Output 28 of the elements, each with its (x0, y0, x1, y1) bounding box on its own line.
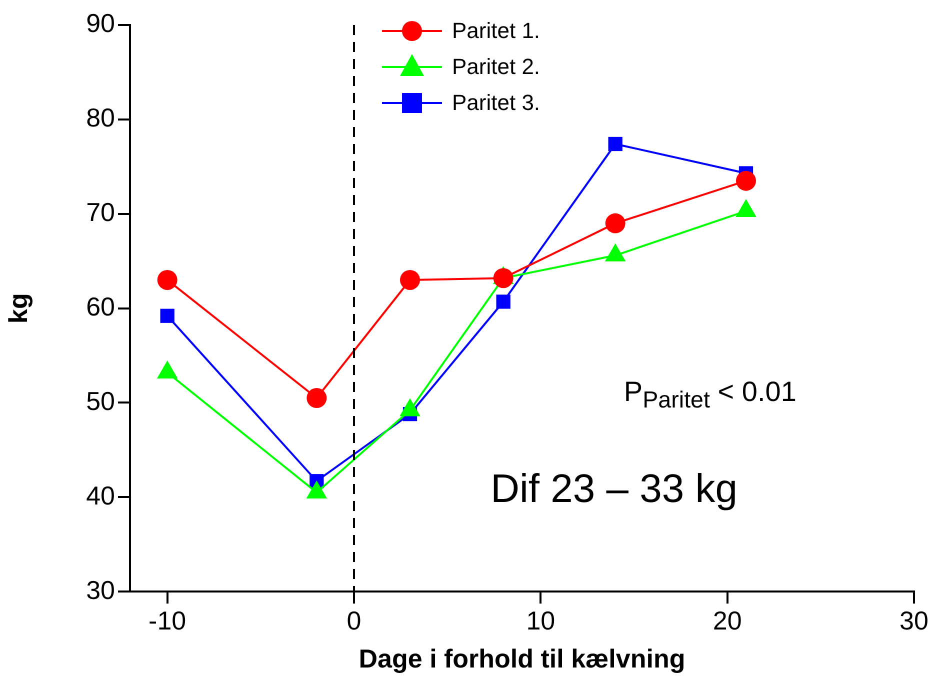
x-tick-label: 10 (526, 605, 556, 636)
legend-label: Paritet 1. (452, 18, 540, 44)
point (608, 136, 622, 152)
point (157, 270, 178, 290)
point (493, 268, 514, 288)
y-tick-label: 60 (86, 291, 115, 322)
x-tick-label: 30 (900, 605, 928, 636)
y-tick-label: 30 (86, 574, 115, 605)
point (496, 294, 510, 309)
y-tick-label: 80 (86, 102, 115, 133)
x-tick-label: -10 (148, 605, 186, 636)
point (736, 170, 756, 191)
y-axis-title: kg (2, 293, 33, 324)
annotation: Dif 23 – 33 kg (490, 466, 738, 512)
legend-label: Paritet 2. (452, 54, 540, 80)
y-tick-label: 90 (86, 8, 115, 38)
point (160, 308, 174, 323)
legend-label: Paritet 3. (452, 90, 540, 116)
x-tick-label: 0 (346, 605, 362, 636)
x-axis-title: Dage i forhold til kælvning (358, 644, 686, 674)
y-tick-label: 50 (86, 386, 115, 416)
point (400, 270, 420, 290)
y-tick-label: 40 (86, 480, 115, 510)
annotation: P$_{Paritet}$ < 0.01 (624, 376, 796, 414)
x-tick-label: 20 (712, 605, 742, 636)
point (306, 388, 327, 408)
point (605, 213, 626, 234)
y-tick-label: 70 (86, 197, 115, 228)
